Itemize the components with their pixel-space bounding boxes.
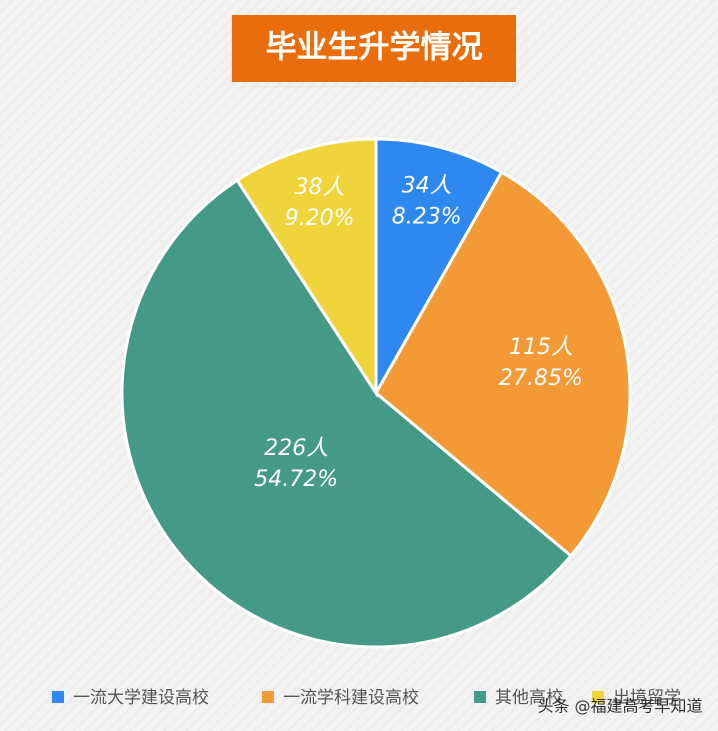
pie-slice [374, 170, 632, 558]
chart-title: 毕业生升学情况 [266, 30, 483, 66]
legend-label: 一流学科建设高校 [283, 688, 419, 708]
value-label: 115人 [509, 335, 573, 360]
legend-label: 其他高校 [495, 688, 563, 708]
legend-swatch [52, 691, 64, 703]
percent-label: 27.85% [499, 366, 583, 391]
value-label: 34人 [402, 173, 452, 198]
pie-slice [120, 178, 574, 649]
legend-label: 一流大学建设高校 [73, 688, 209, 708]
pie-slice [374, 137, 504, 399]
legend-swatch [262, 691, 274, 703]
legend-label: 出境留学 [613, 688, 681, 708]
value-label: 226人 [264, 436, 328, 461]
watermark: 头条 @福建高考早知道 [537, 697, 702, 716]
percent-label: 8.23% [392, 204, 462, 229]
pie-slice [235, 137, 378, 399]
value-label: 38人 [295, 175, 345, 200]
legend-swatch [592, 691, 604, 703]
percent-label: 54.72% [254, 467, 338, 492]
legend-swatch [474, 691, 486, 703]
title-box [232, 15, 516, 82]
percent-label: 9.20% [285, 206, 355, 231]
